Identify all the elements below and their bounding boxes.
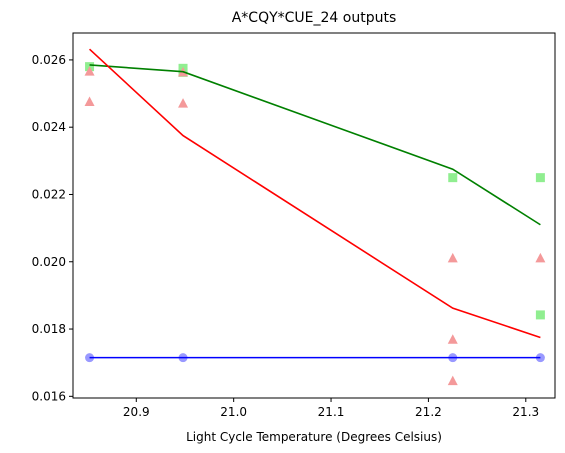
- series-line: [89, 48, 541, 339]
- triangle-point: [447, 252, 458, 263]
- triangle-point: [447, 334, 458, 344]
- y-tick-label: 0.020: [32, 255, 66, 269]
- y-tick-label: 0.026: [32, 53, 66, 67]
- y-tick-label: 0.016: [32, 389, 66, 403]
- x-tick-label: 21.0: [220, 405, 247, 419]
- triangle-point: [447, 375, 458, 386]
- x-tick-label: 21.3: [512, 405, 539, 419]
- x-tick-label: 21.1: [318, 405, 345, 419]
- square-point: [535, 310, 545, 320]
- y-axis: 0.016 0.018 0.020 0.022 0.024 0.026: [32, 53, 73, 403]
- y-tick-label: 0.018: [32, 322, 66, 336]
- plot-frame: [72, 32, 556, 399]
- triangle-point: [84, 96, 95, 106]
- x-axis-label: Light Cycle Temperature (Degrees Celsius…: [186, 430, 442, 444]
- square-point: [448, 173, 458, 183]
- triangle-point: [84, 66, 95, 76]
- x-tick-label: 20.9: [123, 405, 150, 419]
- square-point: [535, 173, 545, 183]
- triangle-point: [535, 252, 546, 263]
- y-tick-label: 0.022: [32, 187, 66, 201]
- y-tick-label: 0.024: [32, 120, 66, 134]
- chart-title: A*CQY*CUE_24 outputs: [232, 10, 397, 26]
- series-line: [89, 64, 541, 226]
- x-axis: 20.9 21.0 21.1 21.2 21.3: [123, 398, 539, 419]
- triangle-point: [178, 98, 189, 108]
- circle-point: [535, 353, 545, 363]
- plot-area: [84, 48, 546, 386]
- x-tick-label: 21.2: [415, 405, 442, 419]
